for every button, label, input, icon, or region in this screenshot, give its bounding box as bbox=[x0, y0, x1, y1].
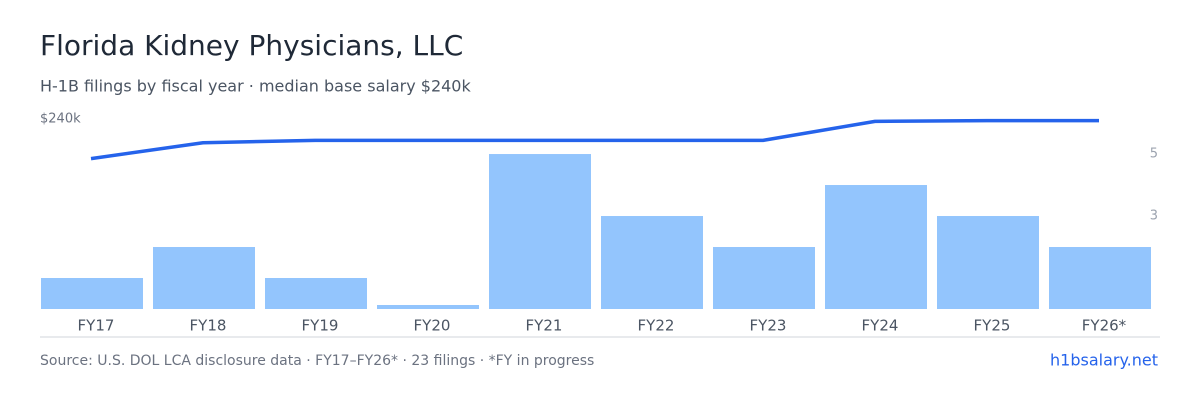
bar bbox=[1049, 247, 1151, 309]
footer-brand[interactable]: h1bsalary.net bbox=[1050, 351, 1158, 370]
bar bbox=[713, 247, 815, 309]
bar bbox=[153, 247, 255, 309]
bar bbox=[265, 278, 367, 309]
y2-tick-label: 3 bbox=[1150, 209, 1158, 224]
x-tick-label: FY17 bbox=[78, 317, 115, 335]
bar bbox=[41, 278, 143, 309]
line bbox=[90, 118, 1099, 161]
chart-subtitle: H-1B filings by fiscal year · median bas… bbox=[40, 77, 471, 96]
x-tick-label: FY20 bbox=[414, 317, 451, 335]
y-tick-label: $240k bbox=[40, 112, 81, 127]
chart-title: Florida Kidney Physicians, LLC bbox=[40, 29, 463, 62]
x-tick-label: FY23 bbox=[750, 317, 787, 335]
x-tick-label: FY24 bbox=[862, 317, 899, 335]
x-tick-label: FY18 bbox=[190, 317, 227, 335]
x-tick-label: FY26* bbox=[1082, 317, 1127, 335]
x-tick-label: FY22 bbox=[638, 317, 675, 335]
x-tick-label: FY25 bbox=[974, 317, 1011, 335]
x-tick-label: FY21 bbox=[526, 317, 563, 335]
x-tick-label: FY19 bbox=[302, 317, 339, 335]
bar bbox=[825, 185, 927, 309]
bar bbox=[937, 216, 1039, 309]
footer-source: Source: U.S. DOL LCA disclosure data · F… bbox=[40, 353, 594, 369]
bar bbox=[377, 305, 479, 309]
bar bbox=[489, 154, 591, 309]
y2-tick-label: 5 bbox=[1150, 147, 1158, 162]
bar bbox=[601, 216, 703, 309]
